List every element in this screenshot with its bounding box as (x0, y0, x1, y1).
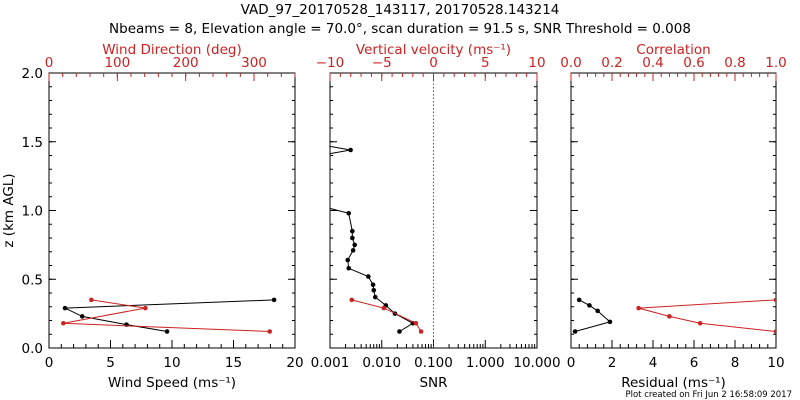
x-top-tick-label: −10 (316, 55, 345, 71)
x-top-axis-label: Vertical velocity (ms⁻¹) (356, 42, 511, 58)
x-top-tick-label: 0.8 (724, 55, 745, 71)
x-bottom-tick-label: 15 (225, 355, 242, 371)
x-top-tick-label: 0 (45, 55, 54, 71)
data-point-snr (350, 235, 355, 241)
x-top-tick-label: 0.6 (683, 55, 704, 71)
x-bottom-tick-label: 8 (731, 355, 740, 371)
x-top-axis-label: Wind Direction (deg) (102, 42, 241, 58)
plot-frame (48, 72, 296, 349)
data-point-wind-speed (164, 329, 170, 334)
series-line-wind-direction (63, 299, 270, 332)
data-point-wind-direction (61, 320, 66, 326)
panel-residual_correlation: 0 2 4 6 8 10 Residual (ms⁻¹) 0.0 0.2 0.4 0.6 0.8 1.0… (560, 42, 786, 391)
x-bottom-tick-label: 0.001 (311, 355, 350, 371)
x-bottom-tick-label: 10 (163, 355, 180, 371)
data-point-residual (587, 303, 592, 308)
y-tick-label: 0.5 (22, 272, 43, 288)
series-line-wind-speed (64, 299, 275, 332)
data-point-wind-direction (89, 297, 94, 303)
x-top-tick-label: 1.0 (765, 55, 786, 71)
y-tick-label: 1.0 (22, 204, 43, 220)
data-point-correlation (667, 314, 672, 319)
series-line-residual (574, 299, 612, 332)
x-bottom-tick-label: 0.100 (414, 355, 453, 371)
data-point-correlation (773, 297, 776, 303)
data-point-vertical-velocity (418, 329, 424, 334)
data-point-snr (371, 287, 377, 293)
data-point-wind-direction (267, 329, 273, 334)
y-tick-label: 2.0 (22, 66, 43, 82)
y-tick-label: 0.0 (22, 341, 43, 357)
data-point-snr (350, 228, 355, 234)
x-bottom-tick-label: 4 (649, 355, 658, 371)
data-point-snr (370, 282, 376, 288)
x-bottom-tick-label: 10.000 (513, 355, 560, 371)
x-top-tick-label: 0.0 (560, 55, 581, 71)
x-bottom-tick-label: 1.000 (466, 355, 505, 371)
x-top-axis-label: Correlation (636, 42, 710, 58)
data-point-residual (607, 319, 613, 325)
data-point-snr (346, 265, 352, 271)
data-point-snr (350, 248, 356, 253)
x-bottom-axis-label: Residual (ms⁻¹) (621, 375, 726, 391)
y-axis-label: z (km AGL) (1, 173, 17, 247)
data-point-correlation (773, 329, 776, 334)
x-bottom-tick-label: 6 (690, 355, 699, 371)
panel-snr_vertical_velocity: 0.001 0.010 0.100 1.000 10.000 SNR −10 −5 0 5 10 Ve… (311, 42, 561, 391)
x-bottom-tick-label: 0 (567, 355, 576, 371)
data-point-wind-direction (143, 305, 148, 311)
data-point-snr (352, 242, 357, 248)
x-top-tick-label: 300 (241, 55, 267, 71)
x-top-tick-label: 0.4 (642, 55, 663, 71)
plot-frame (570, 72, 777, 349)
x-bottom-tick-label: 5 (106, 355, 115, 371)
title-line-2: Nbeams = 8, Elevation angle = 70.0°, sca… (109, 21, 691, 37)
x-bottom-tick-label: 20 (286, 355, 303, 371)
x-bottom-axis-label: SNR (419, 375, 447, 391)
x-top-tick-label: 0 (429, 55, 438, 71)
data-point-snr (346, 210, 352, 216)
series-line-correlation (638, 299, 776, 332)
data-point-wind-speed (79, 314, 85, 319)
data-point-vertical-velocity (349, 297, 355, 303)
data-point-snr (345, 257, 351, 263)
series-group (572, 297, 776, 334)
data-point-snr (397, 329, 402, 334)
data-point-snr (366, 274, 371, 279)
plot-created-footer: Plot created on Fri Jun 2 16:58:09 2017 (625, 390, 792, 400)
series-group (61, 297, 277, 334)
panel-wind: 0.0 0.5 1.0 1.5 2.0 z (km AGL) 0 5 10 15 20 Wind Sp… (1, 42, 304, 391)
y-tick-label: 1.5 (22, 135, 43, 151)
data-point-correlation (636, 305, 641, 311)
data-point-vertical-velocity (413, 320, 419, 326)
data-point-residual (572, 329, 578, 334)
x-bottom-axis-label: Wind Speed (ms⁻¹) (108, 375, 236, 391)
x-top-tick-label: 100 (104, 55, 130, 71)
series-line-vertical-velocity (351, 299, 422, 332)
x-top-tick-label: 200 (173, 55, 199, 71)
data-point-correlation (697, 320, 703, 326)
data-point-snr (348, 147, 353, 153)
series-line-snr (330, 145, 414, 332)
x-bottom-tick-label: 2 (608, 355, 617, 371)
data-point-residual (595, 308, 600, 314)
data-point-snr (372, 294, 378, 300)
data-point-wind-speed (271, 297, 277, 303)
x-top-tick-label: 10 (528, 55, 545, 71)
x-top-tick-label: −5 (372, 55, 392, 71)
x-top-tick-label: 5 (481, 55, 490, 71)
x-bottom-tick-label: 10 (767, 355, 784, 371)
data-point-wind-speed (62, 305, 68, 311)
x-bottom-tick-label: 0 (45, 355, 54, 371)
title-line-1: VAD_97_20170528_143117, 20170528.143214 (241, 2, 560, 18)
data-point-vertical-velocity (381, 305, 387, 311)
x-top-tick-label: 0.2 (601, 55, 622, 71)
x-bottom-tick-label: 0.010 (362, 355, 401, 371)
data-point-residual (576, 297, 582, 303)
series-group (330, 145, 424, 334)
